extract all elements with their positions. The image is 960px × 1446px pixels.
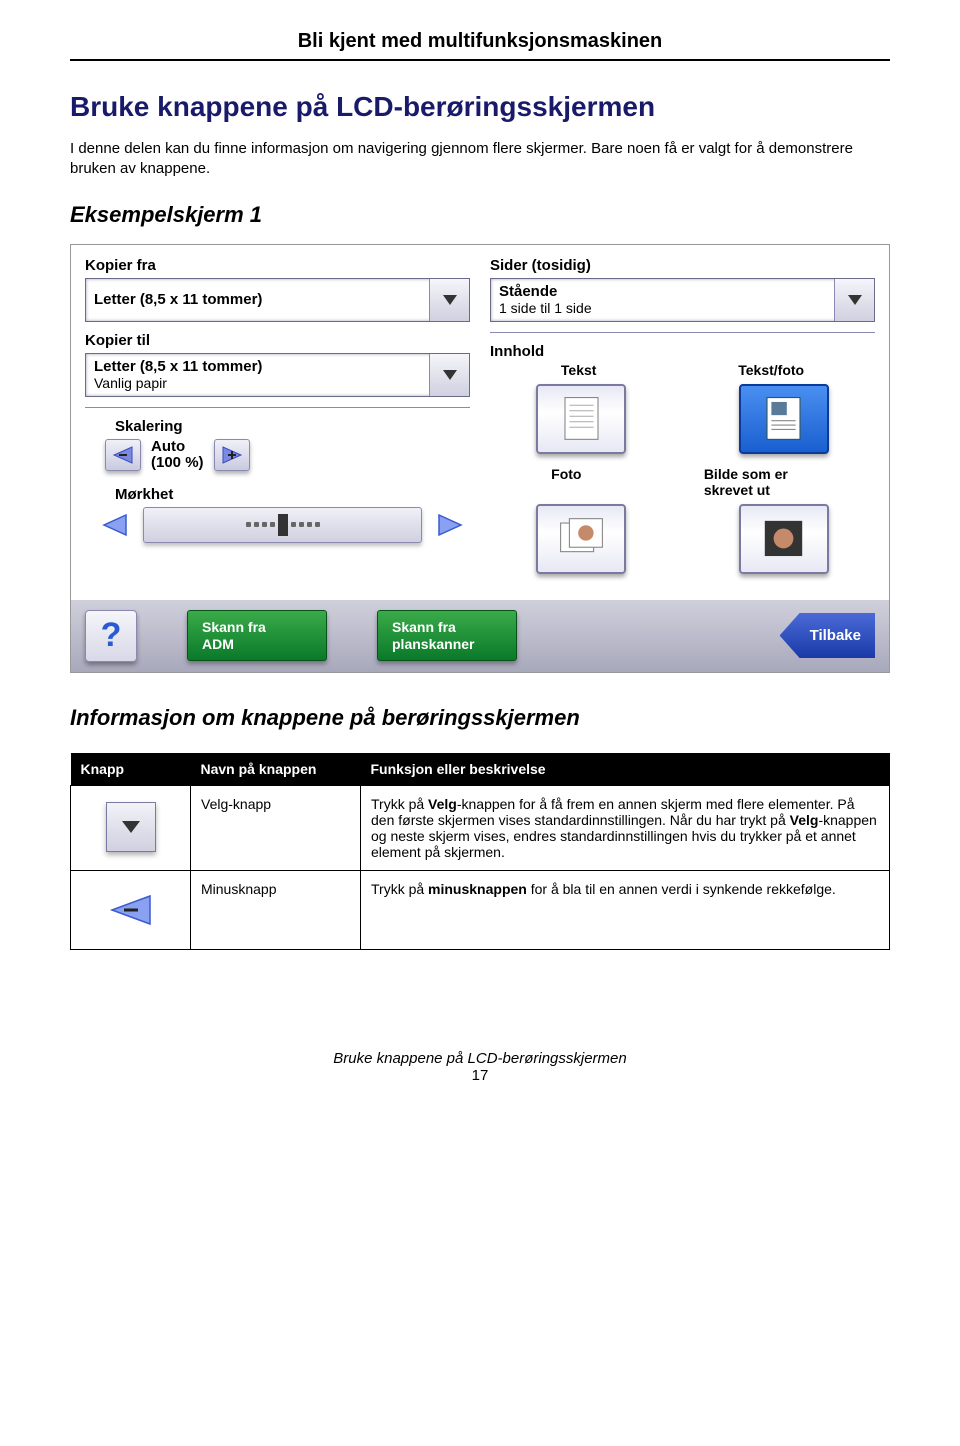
- sides-value1: Stående: [499, 283, 826, 300]
- select-button-icon: [106, 802, 156, 852]
- scan-adm-button[interactable]: Skann fra ADM: [187, 610, 327, 660]
- content-label: Innhold: [490, 343, 875, 360]
- scale-label: Skalering: [115, 418, 470, 435]
- arrow-right-icon[interactable]: [430, 507, 470, 543]
- copy-to-value1: Letter (8,5 x 11 tommer): [94, 358, 421, 375]
- info-title: Informasjon om knappene på berøringsskje…: [70, 705, 890, 731]
- arrow-left-icon[interactable]: [95, 507, 135, 543]
- table-row: Minusknapp Trykk på minusknappen for å b…: [71, 870, 890, 949]
- th-knapp: Knapp: [71, 753, 191, 786]
- row0-desc: Trykk på Velg-knappen for å få frem en a…: [361, 785, 890, 870]
- sides-label: Sider (tosidig): [490, 257, 875, 274]
- button-info-table: Knapp Navn på knappen Funksjon eller bes…: [70, 753, 890, 950]
- sides-value2: 1 side til 1 side: [499, 300, 826, 316]
- chevron-down-icon[interactable]: [429, 279, 469, 321]
- opt-text-label: Tekst: [561, 362, 597, 378]
- page-header: Bli kjent med multifunksjonsmaskinen: [70, 30, 890, 61]
- th-navn: Navn på knappen: [191, 753, 361, 786]
- scan-flatbed-button[interactable]: Skann fra planskanner: [377, 610, 517, 660]
- minus-button-icon: [103, 887, 159, 933]
- example-title: Eksempelskjerm 1: [70, 202, 890, 228]
- scale-value1: Auto: [151, 439, 204, 456]
- copy-to-value2: Vanlig papir: [94, 375, 421, 391]
- footer-title: Bruke knappene på LCD-berøringsskjermen: [70, 1050, 890, 1067]
- darkness-label: Mørkhet: [115, 486, 470, 503]
- back-button[interactable]: Tilbake: [780, 613, 875, 658]
- chapter-title: Bruke knappene på LCD-berøringsskjermen: [70, 91, 890, 123]
- copy-from-label: Kopier fra: [85, 257, 470, 274]
- lcd-screenshot: Kopier fra Letter (8,5 x 11 tommer) Kopi…: [70, 244, 890, 673]
- chevron-down-icon[interactable]: [429, 354, 469, 396]
- copy-from-dropdown[interactable]: Letter (8,5 x 11 tommer): [85, 278, 470, 322]
- sides-dropdown[interactable]: Stående 1 side til 1 side: [490, 278, 875, 322]
- opt-photo-label: Foto: [551, 466, 581, 498]
- intro-text: I denne delen kan du finne informasjon o…: [70, 139, 890, 180]
- content-printed-thumb[interactable]: [739, 504, 829, 574]
- help-button[interactable]: ?: [85, 610, 137, 662]
- opt-textphoto-label: Tekst/foto: [738, 362, 804, 378]
- content-textphoto-thumb[interactable]: [739, 384, 829, 454]
- chevron-down-icon[interactable]: [834, 279, 874, 321]
- row0-name: Velg-knapp: [191, 785, 361, 870]
- content-text-thumb[interactable]: [536, 384, 626, 454]
- th-funk: Funksjon eller beskrivelse: [361, 753, 890, 786]
- table-row: Velg-knapp Trykk på Velg-knappen for å f…: [71, 785, 890, 870]
- opt-printed-label: Bilde som er skrevet ut: [704, 466, 814, 498]
- row1-name: Minusknapp: [191, 870, 361, 949]
- row1-desc: Trykk på minusknappen for å bla til en a…: [361, 870, 890, 949]
- scale-value2: (100 %): [151, 455, 204, 472]
- minus-button[interactable]: [105, 439, 141, 471]
- page-number: 17: [70, 1067, 890, 1084]
- darkness-slider[interactable]: [143, 507, 422, 543]
- copy-to-dropdown[interactable]: Letter (8,5 x 11 tommer) Vanlig papir: [85, 353, 470, 397]
- copy-to-label: Kopier til: [85, 332, 470, 349]
- plus-button[interactable]: [214, 439, 250, 471]
- copy-from-value: Letter (8,5 x 11 tommer): [94, 291, 421, 308]
- content-photo-thumb[interactable]: [536, 504, 626, 574]
